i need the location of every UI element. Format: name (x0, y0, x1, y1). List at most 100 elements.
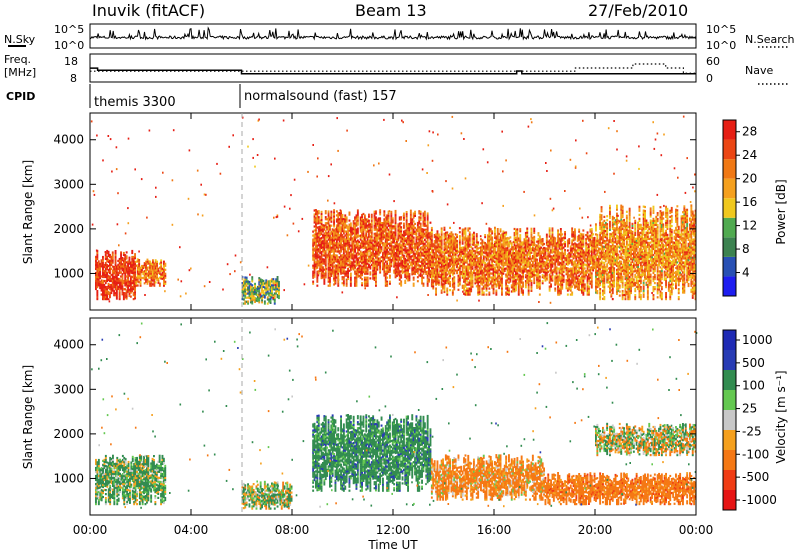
power-echo-cell (327, 266, 330, 269)
power-echo-cell (363, 244, 366, 247)
power-echo-cell (100, 261, 103, 264)
power-echo-cell (372, 249, 375, 252)
power-echo-cell (335, 264, 338, 267)
power-echo-cell (272, 278, 275, 281)
power-echo-cell (114, 258, 117, 261)
power-echo-cell (356, 223, 359, 226)
power-echo-cell (152, 269, 154, 272)
power-echo-cell (520, 287, 523, 290)
power-echo-cell (373, 248, 376, 251)
power-echo-cell (95, 273, 97, 277)
power-echo-cell (326, 236, 329, 239)
power-echo-cell (373, 274, 376, 277)
power-echo-cell (248, 296, 251, 300)
power-echo-cell (362, 240, 365, 244)
power-echo-cell (333, 209, 335, 212)
power-echo-cell (362, 230, 365, 234)
power-echo-cell (258, 293, 261, 296)
power-echo-cell (266, 298, 269, 301)
power-echo-cell (435, 293, 437, 296)
power-echo-cell (384, 256, 387, 259)
power-echo-cell (527, 285, 530, 288)
power-echo-cell (121, 269, 124, 272)
power-echo-cell (349, 256, 352, 259)
power-echo-cell (430, 233, 433, 236)
power-echo-cell (271, 290, 273, 293)
power-echo-cell (337, 238, 340, 241)
power-echo-cell (377, 229, 380, 232)
power-echo-cell (456, 239, 458, 243)
power-echo-cell (313, 271, 316, 274)
power-echo-cell (370, 229, 373, 232)
power-echo-cell (465, 279, 468, 282)
power-echo-cell (120, 283, 122, 286)
power-echo-cell (366, 284, 369, 287)
power-echo-cell (96, 281, 99, 285)
power-echo-cell (351, 245, 354, 248)
power-echo-cell (323, 272, 326, 275)
power-echo-cell (440, 227, 443, 230)
power-echo-cell (330, 238, 333, 241)
power-echo-cell (319, 263, 322, 266)
power-echo-cell (456, 245, 458, 249)
power-echo-cell (134, 261, 136, 264)
power-echo-cell (337, 264, 340, 267)
power-echo-cell (247, 300, 249, 303)
power-echo-cell (150, 268, 153, 271)
power-echo-cell (141, 276, 143, 280)
power-echo-cell (349, 250, 352, 253)
power-echo-cell (131, 286, 134, 289)
power-echo-cell (375, 238, 377, 241)
power-echo-cell (379, 239, 382, 242)
power-echo-cell (138, 271, 141, 274)
power-echo-cell (372, 251, 375, 254)
power-echo-cell (368, 239, 370, 242)
power-echo-cell (327, 268, 330, 271)
power-echo-cell (111, 287, 114, 290)
power-echo-cell (276, 290, 279, 293)
power-echo-cell (316, 262, 319, 265)
power-echo-cell (106, 286, 109, 289)
power-echo-cell (340, 212, 342, 215)
power-echo-cell (329, 236, 331, 239)
power-echo-cell (147, 260, 150, 263)
power-echo-cell (361, 244, 363, 247)
power-echo-cell (527, 283, 530, 286)
power-echo-cell (376, 232, 379, 235)
power-echo-cell (340, 256, 342, 259)
power-echo-cell (338, 236, 341, 239)
power-echo-cell (327, 216, 330, 219)
power-echo-cell (271, 294, 273, 297)
power-echo-cell (329, 250, 331, 253)
power-echo-cell (333, 247, 335, 250)
power-echo-cell (366, 230, 369, 233)
power-echo-cell (330, 268, 333, 271)
power-echo-cell (111, 265, 114, 268)
power-echo-cell (271, 288, 273, 291)
power-echo-cell (146, 262, 149, 265)
power-echo-cell (244, 276, 247, 279)
power-echo-cell (333, 245, 335, 248)
power-echo-cell (440, 233, 443, 236)
power-echo-cell (164, 264, 167, 267)
power-echo-cell (340, 226, 342, 229)
power-echo-cell (131, 255, 134, 259)
power-echo-cell (342, 238, 345, 241)
power-echo-cell (359, 230, 362, 233)
freq-left-tick-top: 18 (64, 55, 78, 68)
power-echo-cell (95, 277, 97, 281)
power-echo-cell (122, 259, 125, 263)
power-echo-cell (526, 235, 529, 238)
power-echo-cell (338, 224, 341, 227)
power-echo-cell (375, 266, 377, 269)
power-echo-cell (344, 256, 347, 259)
power-echo-cell (370, 251, 373, 254)
power-echo-cell (382, 256, 384, 259)
power-echo-cell (320, 267, 323, 270)
power-echo-cell (261, 297, 263, 300)
power-echo-cell (362, 220, 365, 224)
power-echo-cell (312, 230, 315, 233)
power-echo-cell (501, 289, 503, 292)
power-echo-cell (132, 273, 135, 277)
power-echo-cell (153, 278, 156, 281)
